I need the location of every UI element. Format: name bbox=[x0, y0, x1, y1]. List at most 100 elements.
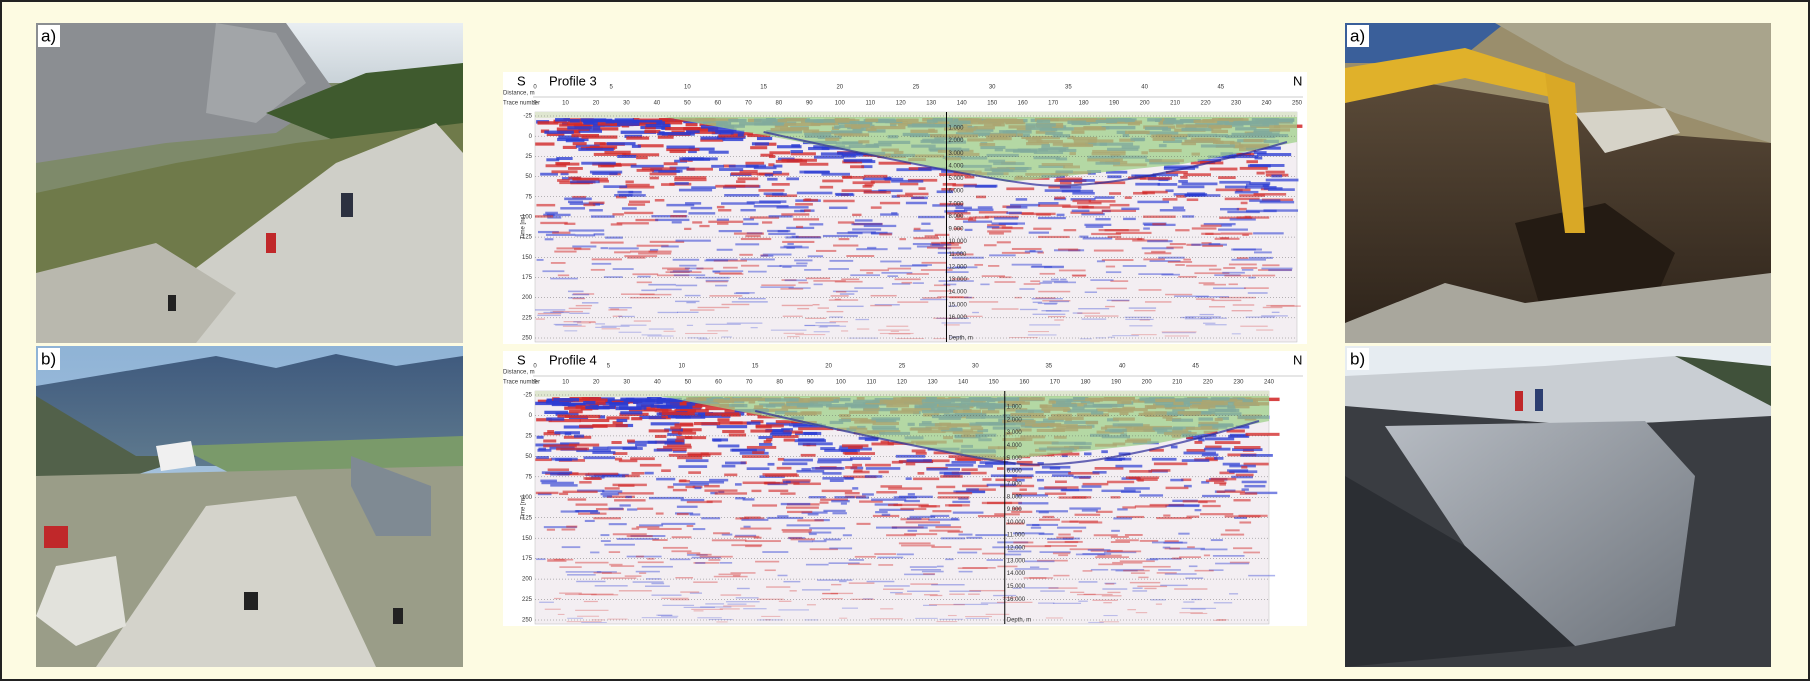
reflection bbox=[1158, 569, 1181, 571]
reflection bbox=[1058, 534, 1070, 536]
reflection bbox=[1060, 182, 1072, 185]
reflection bbox=[568, 498, 586, 500]
reflection bbox=[923, 573, 935, 575]
reflection bbox=[829, 299, 858, 300]
reflection bbox=[1048, 587, 1077, 588]
reflection bbox=[593, 517, 621, 519]
trace-tick: 90 bbox=[806, 101, 813, 107]
reflection bbox=[609, 403, 628, 406]
reflection bbox=[1239, 194, 1265, 197]
trace-tick: 230 bbox=[1231, 101, 1242, 107]
reflection bbox=[673, 489, 687, 491]
reflection bbox=[863, 185, 872, 188]
reflection bbox=[655, 219, 689, 221]
reflection bbox=[812, 540, 827, 542]
reflection bbox=[601, 540, 611, 542]
reflection bbox=[1073, 476, 1091, 479]
reflection bbox=[777, 467, 792, 470]
trace-tick: 190 bbox=[1111, 380, 1122, 386]
reflection bbox=[1186, 449, 1205, 452]
reflection bbox=[676, 240, 711, 242]
reflection bbox=[1144, 588, 1156, 589]
reflection bbox=[646, 124, 671, 127]
reflection bbox=[1183, 452, 1215, 455]
reflection bbox=[575, 610, 608, 611]
reflection bbox=[907, 459, 932, 462]
trace-tick: 180 bbox=[1080, 380, 1091, 386]
reflection bbox=[796, 262, 807, 264]
reflection bbox=[1024, 545, 1052, 547]
reflection bbox=[584, 601, 598, 602]
distance-tick: 35 bbox=[1065, 85, 1072, 91]
reflection bbox=[1139, 494, 1163, 496]
reflection bbox=[778, 575, 788, 577]
reflection bbox=[836, 291, 846, 293]
reflection bbox=[1215, 441, 1241, 444]
reflection bbox=[686, 459, 709, 462]
reflection bbox=[580, 419, 610, 422]
reflection bbox=[965, 176, 975, 179]
depth-label: Depth, m bbox=[1007, 618, 1031, 624]
reflection bbox=[1077, 594, 1113, 595]
reflection bbox=[773, 171, 782, 174]
reflection bbox=[888, 268, 911, 270]
reflection bbox=[924, 594, 938, 595]
reflection bbox=[1091, 233, 1121, 235]
reflection bbox=[726, 601, 760, 602]
depth-tick: 15.000 bbox=[948, 302, 967, 308]
reflection bbox=[648, 284, 676, 286]
reflection bbox=[1028, 331, 1049, 332]
reflection bbox=[539, 602, 554, 603]
end-label: N bbox=[1293, 352, 1302, 367]
reflection bbox=[871, 180, 891, 183]
reflection bbox=[782, 305, 813, 306]
reflection bbox=[898, 247, 911, 249]
reflection bbox=[1033, 314, 1066, 315]
reflection bbox=[670, 426, 681, 429]
reflection bbox=[994, 281, 1015, 283]
reflection bbox=[856, 523, 870, 525]
reflection bbox=[1163, 198, 1178, 201]
reflection bbox=[722, 465, 736, 468]
reflection bbox=[667, 269, 689, 271]
reflection bbox=[830, 260, 854, 262]
reflection bbox=[641, 290, 657, 292]
reflection bbox=[1072, 210, 1090, 212]
reflection bbox=[751, 490, 761, 492]
reflection bbox=[1236, 474, 1254, 477]
reflection bbox=[1059, 270, 1086, 272]
reflection bbox=[1200, 314, 1214, 315]
reflection bbox=[1147, 240, 1172, 242]
reflection bbox=[1187, 198, 1199, 201]
reflection bbox=[1165, 294, 1192, 296]
reflection bbox=[685, 295, 701, 297]
reflection bbox=[1092, 600, 1117, 601]
reflection bbox=[601, 577, 636, 579]
reflection bbox=[1012, 248, 1042, 250]
reflection bbox=[672, 431, 681, 434]
reflection bbox=[1163, 514, 1170, 516]
reflection bbox=[1205, 233, 1220, 235]
reflection bbox=[908, 493, 915, 495]
reflection bbox=[1125, 534, 1143, 536]
reflection bbox=[1170, 479, 1183, 482]
reflection bbox=[806, 564, 829, 566]
reflection bbox=[1182, 459, 1210, 462]
reflection bbox=[1091, 569, 1108, 571]
reflection bbox=[754, 537, 762, 539]
reflection bbox=[1002, 226, 1013, 228]
reflection bbox=[1044, 486, 1078, 488]
trace-tick: 70 bbox=[746, 380, 753, 386]
reflection bbox=[721, 413, 740, 416]
reflection bbox=[964, 185, 998, 188]
reflection bbox=[1040, 590, 1065, 591]
reflection bbox=[706, 324, 741, 325]
reflection bbox=[1060, 279, 1066, 281]
reflection bbox=[566, 526, 577, 528]
reflection bbox=[704, 260, 728, 262]
photo-right-b bbox=[1345, 346, 1771, 667]
reflection bbox=[1036, 213, 1051, 215]
trace-tick: 240 bbox=[1262, 101, 1273, 107]
reflection bbox=[1158, 183, 1178, 186]
reflection bbox=[780, 492, 795, 494]
